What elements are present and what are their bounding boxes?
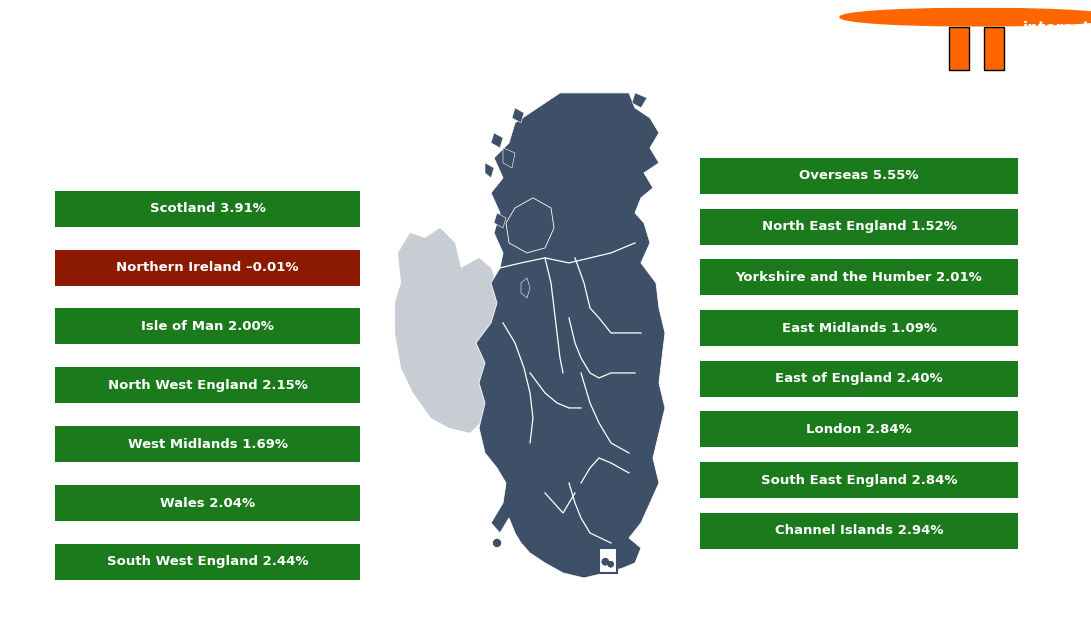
- Text: ii private investor index - regional returns since 1/1/2020: ii private investor index - regional ret…: [13, 26, 865, 52]
- FancyBboxPatch shape: [700, 158, 1018, 194]
- FancyBboxPatch shape: [55, 308, 360, 345]
- Circle shape: [840, 9, 1080, 26]
- Text: Overseas 5.55%: Overseas 5.55%: [800, 169, 919, 183]
- FancyBboxPatch shape: [700, 361, 1018, 397]
- FancyBboxPatch shape: [55, 368, 360, 403]
- Text: North West England 2.15%: North West England 2.15%: [108, 379, 308, 392]
- FancyBboxPatch shape: [700, 209, 1018, 245]
- Text: interactive
investor: interactive investor: [1022, 21, 1091, 57]
- Polygon shape: [512, 108, 524, 123]
- Polygon shape: [395, 228, 509, 433]
- FancyBboxPatch shape: [949, 27, 969, 70]
- FancyBboxPatch shape: [55, 191, 360, 227]
- Circle shape: [493, 540, 501, 546]
- Text: Wales 2.04%: Wales 2.04%: [160, 497, 255, 510]
- Polygon shape: [485, 163, 494, 178]
- Text: Northern Ireland –0.01%: Northern Ireland –0.01%: [117, 261, 299, 274]
- Circle shape: [608, 562, 613, 567]
- Polygon shape: [632, 93, 647, 108]
- FancyBboxPatch shape: [700, 310, 1018, 346]
- Polygon shape: [494, 213, 506, 228]
- FancyBboxPatch shape: [55, 485, 360, 521]
- FancyBboxPatch shape: [55, 250, 360, 285]
- Text: South East England 2.84%: South East England 2.84%: [760, 473, 957, 487]
- FancyBboxPatch shape: [984, 27, 1004, 70]
- Text: East Midlands 1.09%: East Midlands 1.09%: [781, 321, 936, 335]
- Polygon shape: [506, 198, 554, 253]
- FancyBboxPatch shape: [55, 544, 360, 580]
- Text: North East England 1.52%: North East England 1.52%: [762, 220, 957, 233]
- Circle shape: [608, 562, 613, 567]
- FancyBboxPatch shape: [700, 259, 1018, 295]
- Text: West Midlands 1.69%: West Midlands 1.69%: [128, 438, 288, 450]
- Polygon shape: [503, 148, 515, 168]
- Circle shape: [602, 559, 609, 564]
- Polygon shape: [491, 133, 503, 148]
- Text: Scotland 3.91%: Scotland 3.91%: [149, 202, 265, 215]
- Text: Isle of Man 2.00%: Isle of Man 2.00%: [141, 320, 274, 333]
- Text: Yorkshire and the Humber 2.01%: Yorkshire and the Humber 2.01%: [735, 271, 982, 284]
- Polygon shape: [521, 278, 530, 298]
- Circle shape: [602, 559, 609, 564]
- Text: London 2.84%: London 2.84%: [806, 423, 912, 436]
- Polygon shape: [476, 93, 666, 578]
- FancyBboxPatch shape: [700, 462, 1018, 498]
- Bar: [599, 548, 618, 573]
- Text: South West England 2.44%: South West England 2.44%: [107, 556, 309, 568]
- Text: Channel Islands 2.94%: Channel Islands 2.94%: [775, 525, 944, 538]
- Circle shape: [875, 9, 1091, 26]
- Text: East of England 2.40%: East of England 2.40%: [776, 373, 943, 385]
- FancyBboxPatch shape: [700, 513, 1018, 549]
- FancyBboxPatch shape: [700, 411, 1018, 447]
- FancyBboxPatch shape: [55, 426, 360, 462]
